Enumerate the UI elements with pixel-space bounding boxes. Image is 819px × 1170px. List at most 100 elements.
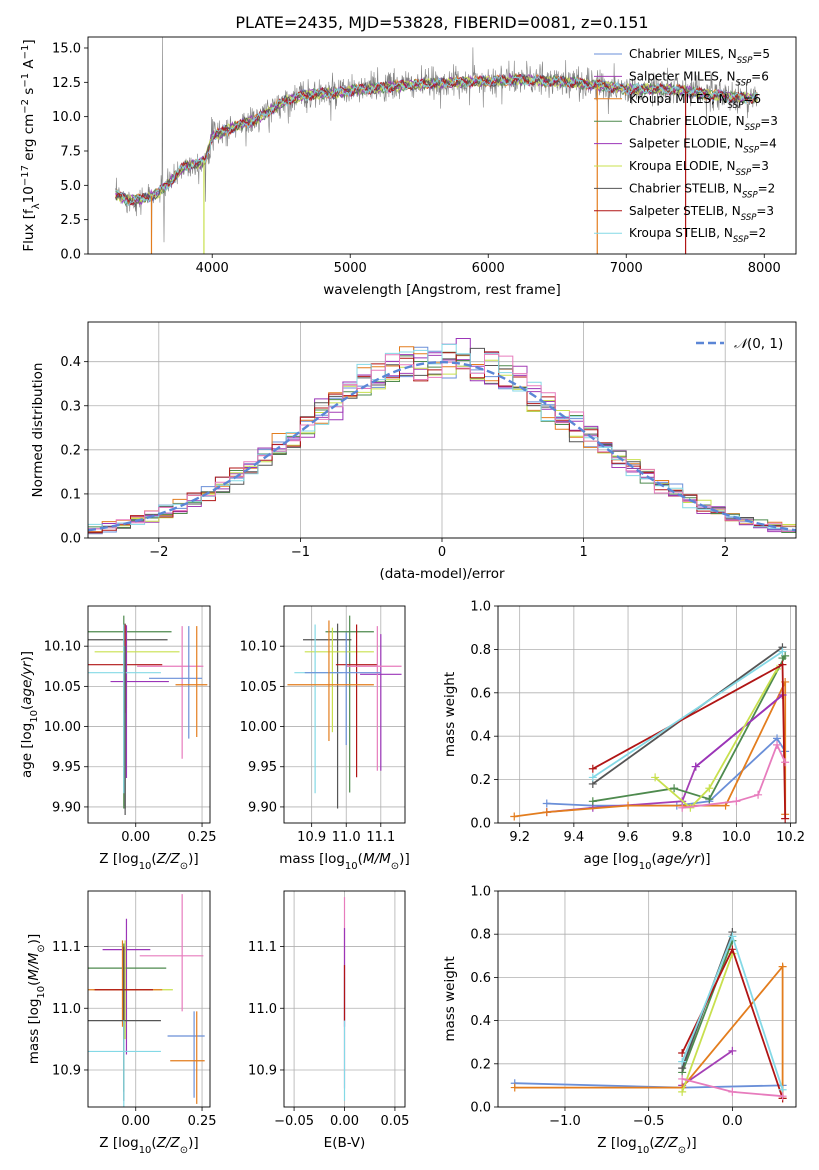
weight-marker	[670, 784, 679, 793]
x-axis-label: (data-model)/error	[379, 566, 505, 582]
axes-frame	[497, 890, 797, 1108]
x-tick-label: 0.0	[722, 1114, 743, 1129]
plot-area	[510, 928, 787, 1103]
y-tick-label: 0.4	[470, 730, 491, 745]
legend-label: 𝒩(0, 1)	[734, 336, 783, 352]
plot-area	[88, 338, 796, 538]
x-tick-label: 0	[438, 545, 446, 560]
x-tick-label: 9.2	[509, 830, 530, 845]
axes-frame	[87, 36, 797, 255]
weight-line	[681, 953, 734, 1093]
weight-marker	[728, 945, 737, 954]
y-tick-label: 9.95	[248, 760, 277, 775]
axes-age_vs_mass: 10.9 11.0 11.1 9.90 9.95 10.00 10.05 10.10 mass …	[240, 605, 410, 872]
x-tick-label: 0.25	[188, 830, 217, 845]
x-axis-label: mass [log10(M/M⊙)]	[279, 851, 409, 872]
y-tick-label: 15.0	[52, 41, 81, 56]
weight-marker	[705, 795, 714, 804]
axes-mass_weight_vs_Z: −1.0 −0.5 0.0 0.0 0.2 0.4 0.6 0.8 1.0 mass weight…	[442, 885, 797, 1156]
y-tick-label: 10.00	[240, 720, 277, 735]
weight-marker	[732, 797, 741, 806]
weight-marker	[778, 962, 787, 971]
x-axis-label: Z [log10(Z/Z⊙)]	[99, 851, 198, 872]
y-tick-label: 2.5	[60, 213, 81, 228]
y-tick-label: 10.10	[240, 640, 277, 655]
x-tick-label: 6000	[472, 261, 505, 276]
x-tick-label: 5000	[334, 261, 367, 276]
weight-marker	[778, 647, 787, 656]
y-tick-label: 9.90	[248, 800, 277, 815]
x-tick-label: −1.0	[549, 1114, 581, 1129]
y-tick-label: 0.3	[60, 399, 81, 414]
y-tick-label: 1.0	[470, 600, 491, 615]
weight-line	[695, 694, 784, 768]
y-tick-label: 10.0	[52, 110, 81, 125]
y-tick-label: 10.9	[52, 1063, 81, 1078]
axes-age_vs_Z: 0.00 0.25 9.90 9.95 10.00 10.05 10.10 Z [log10(…	[19, 605, 217, 872]
plot-area	[88, 615, 208, 815]
weight-marker	[678, 1057, 687, 1066]
weight-marker	[728, 1046, 737, 1055]
weight-marker	[781, 758, 790, 767]
y-tick-label: 0.2	[470, 773, 491, 788]
x-tick-label: 10.9	[297, 830, 326, 845]
y-tick-label: 0.2	[60, 443, 81, 458]
y-axis-label: mass weight	[442, 672, 458, 757]
y-tick-label: 0.4	[60, 355, 81, 370]
weight-line	[681, 1050, 733, 1087]
weight-marker	[624, 801, 633, 810]
model-spectrum	[115, 74, 758, 206]
x-axis-label: Z [log10(Z/Z⊙)]	[597, 1135, 696, 1156]
legend: 𝒩(0, 1)	[696, 336, 783, 352]
weight-marker	[651, 773, 660, 782]
y-tick-label: 10.05	[240, 680, 277, 695]
axes-mass_vs_EBV: −0.05 0.00 0.05 10.9 11.0 11.1 E(B-V)	[248, 890, 409, 1151]
weight-line	[592, 650, 783, 779]
y-tick-label: 7.5	[60, 144, 81, 159]
weight-marker	[778, 660, 787, 669]
y-tick-label: 10.10	[44, 640, 81, 655]
y-tick-label: 11.1	[248, 940, 277, 955]
y-tick-label: 9.95	[52, 760, 81, 775]
y-tick-label: 11.0	[52, 1002, 81, 1017]
y-tick-label: 0.2	[470, 1057, 491, 1072]
weight-marker	[705, 784, 714, 793]
y-tick-label: 0.6	[470, 686, 491, 701]
chart-title: PLATE=2435, MJD=53828, FIBERID=0081, z=0…	[235, 13, 648, 32]
y-tick-label: 0.0	[60, 248, 81, 263]
x-tick-label: 2	[721, 545, 729, 560]
weight-marker	[678, 1074, 687, 1083]
legend-label: Salpeter ELODIE, NSSP=4	[629, 137, 777, 156]
legend-label: Chabrier ELODIE, NSSP=3	[629, 114, 778, 133]
x-tick-label: 9.4	[564, 830, 585, 845]
y-tick-label: 10.9	[248, 1063, 277, 1078]
weight-marker	[588, 773, 597, 782]
y-axis-label: age [log10(age/yr)]	[19, 651, 40, 778]
normal-curve	[88, 360, 796, 532]
x-axis-label: age [log10(age/yr)]	[583, 851, 710, 872]
weight-marker	[588, 797, 597, 806]
weight-marker	[781, 814, 790, 823]
x-tick-label: 10.0	[722, 830, 751, 845]
weight-marker	[678, 1087, 687, 1096]
x-tick-label: 11.0	[332, 830, 361, 845]
x-tick-label: −0.5	[633, 1114, 665, 1129]
residual-histogram	[88, 346, 796, 538]
x-tick-label: 0.25	[188, 1114, 217, 1129]
plot-area	[115, 37, 758, 254]
y-tick-label: 10.00	[44, 720, 81, 735]
axes-spectrum: 4000 5000 6000 7000 8000 0.0 2.5 5.0 7.5 10.0 12.5…	[20, 13, 797, 298]
axes-frame	[497, 605, 797, 824]
y-tick-label: 9.90	[52, 800, 81, 815]
weight-marker	[728, 1087, 737, 1096]
y-axis-label: Flux [fλ10−17 erg cm−2 s−1 A−1]	[20, 39, 42, 251]
legend: Chabrier MILES, NSSP=5 Salpeter MILES, NS…	[594, 47, 778, 245]
axes-mass_vs_Z: 0.00 0.25 10.9 11.0 11.1 Z [log10(Z/Z⊙)] mass …	[26, 890, 217, 1156]
plot-area	[287, 615, 402, 809]
x-tick-label: −2	[149, 545, 168, 560]
y-tick-label: 0.0	[60, 532, 81, 547]
x-tick-label: 10.2	[776, 830, 805, 845]
legend-label: Kroupa ELODIE, NSSP=3	[629, 159, 769, 178]
weight-marker	[542, 808, 551, 817]
